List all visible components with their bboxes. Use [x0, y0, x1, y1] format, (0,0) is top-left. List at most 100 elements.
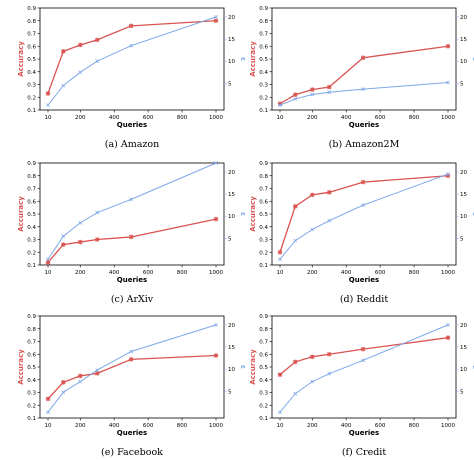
y-tick-label: 0.8 [27, 327, 36, 333]
y-tick-label: 0.9 [259, 6, 268, 12]
y-tick-label: 0.4 [259, 378, 268, 384]
y2-axis-label: ε [471, 212, 474, 216]
epsilon-point [129, 43, 134, 48]
y-tick-label: 0.5 [27, 365, 36, 371]
epsilon-point [327, 90, 332, 95]
x-tick-label: 200 [307, 115, 318, 121]
y-axis-label: Accuracy [249, 196, 257, 232]
x-axis-label: Queries [349, 121, 379, 129]
y2-tick-label: 15 [228, 345, 235, 351]
y-tick-label: 0.7 [259, 32, 268, 38]
x-tick-label: 400 [341, 423, 352, 429]
panel-caption: (e) Facebook [101, 447, 163, 458]
epsilon-point [446, 172, 450, 176]
y2-axis-label: ε [239, 365, 247, 369]
y-tick-label: 0.5 [259, 365, 268, 371]
x-axis-label: Queries [349, 276, 379, 284]
y2-tick-label: 20 [460, 323, 467, 329]
accuracy-point [309, 192, 315, 198]
x-tick-label: 1000 [209, 115, 223, 121]
y2-tick-label: 10 [460, 367, 467, 373]
y2-tick-label: 10 [460, 214, 467, 220]
plot-frame [39, 162, 225, 266]
y-tick-label: 0.2 [27, 403, 36, 409]
y-tick-label: 0.9 [259, 314, 268, 320]
y-axis-label: Accuracy [17, 41, 25, 77]
y-tick-label: 0.2 [27, 250, 36, 256]
x-tick-label: 10 [277, 270, 284, 276]
x-axis-label: Queries [117, 429, 147, 437]
accuracy-line [279, 175, 449, 253]
chart-panel: 0.1 0.2 0.3 0.4 0.5 0.6 0.7 0.8 0.9 5 10 15 20 10 200 4… [17, 314, 247, 458]
epsilon-point [327, 371, 332, 376]
accuracy-point [309, 87, 315, 92]
epsilon-point [46, 257, 50, 262]
x-tick-label: 600 [375, 115, 386, 121]
y-tick-label: 0.3 [27, 238, 36, 244]
y-tick-label: 0.8 [259, 174, 268, 180]
epsilon-point [278, 410, 282, 415]
accuracy-point [213, 18, 219, 24]
accuracy-point [213, 353, 219, 358]
y2-tick-label: 15 [460, 345, 467, 351]
x-tick-label: 800 [177, 270, 188, 276]
epsilon-point [95, 210, 100, 215]
epsilon-point [61, 83, 66, 88]
x-axis-label: Queries [349, 429, 379, 437]
chart-panel: 0.1 0.2 0.3 0.4 0.5 0.6 0.7 0.8 0.9 5 10 15 20 10 200 4… [249, 6, 474, 150]
accuracy-point [94, 371, 100, 376]
y-tick-label: 0.4 [27, 225, 36, 231]
y-tick-label: 0.9 [27, 314, 36, 320]
accuracy-line [47, 20, 217, 94]
x-tick-label: 600 [375, 423, 386, 429]
accuracy-point [45, 260, 51, 265]
y-tick-label: 0.7 [259, 187, 268, 193]
epsilon-point [214, 322, 218, 327]
y2-axis-label: ε [239, 212, 247, 216]
epsilon-point [361, 203, 366, 208]
epsilon-point [446, 80, 450, 85]
chart-panel: 0.1 0.2 0.3 0.4 0.5 0.6 0.7 0.8 0.9 5 10 15 20 10 200 4… [249, 314, 474, 458]
y-tick-label: 0.3 [259, 83, 268, 89]
y2-tick-label: 20 [460, 170, 467, 176]
epsilon-line [279, 324, 449, 413]
epsilon-line [47, 324, 217, 413]
y-tick-label: 0.2 [259, 403, 268, 409]
epsilon-point [129, 349, 134, 354]
y-tick-label: 0.6 [27, 44, 36, 50]
y-tick-label: 0.5 [27, 57, 36, 63]
y-tick-label: 0.3 [27, 391, 36, 397]
y-tick-label: 0.3 [27, 83, 36, 89]
y-tick-label: 0.4 [259, 225, 268, 231]
y2-tick-label: 10 [460, 59, 467, 65]
epsilon-point [78, 70, 83, 75]
panel-caption: (d) Reddit [340, 294, 388, 305]
panel-caption: (f) Credit [342, 447, 387, 458]
y-tick-label: 0.2 [27, 95, 36, 101]
epsilon-point [46, 103, 50, 108]
x-tick-label: 10 [45, 115, 52, 121]
x-tick-label: 400 [109, 423, 120, 429]
x-tick-label: 800 [409, 270, 420, 276]
y-tick-label: 0.1 [259, 416, 268, 422]
x-tick-label: 10 [277, 423, 284, 429]
epsilon-point [361, 87, 366, 92]
y2-tick-label: 5 [228, 81, 232, 87]
accuracy-line [47, 354, 217, 400]
accuracy-point [326, 190, 332, 195]
y2-tick-label: 10 [228, 367, 235, 373]
y2-tick-label: 15 [228, 37, 235, 43]
x-tick-label: 400 [109, 270, 120, 276]
y-tick-label: 0.6 [27, 199, 36, 205]
y-tick-label: 0.1 [27, 108, 36, 114]
y2-tick-label: 5 [460, 81, 464, 87]
epsilon-point [278, 103, 282, 108]
y-tick-label: 0.7 [259, 340, 268, 346]
y-tick-label: 0.9 [27, 161, 36, 167]
y2-tick-label: 20 [228, 170, 235, 176]
accuracy-line [279, 337, 449, 376]
y-tick-label: 0.7 [27, 187, 36, 193]
accuracy-point [128, 23, 134, 29]
x-tick-label: 1000 [441, 423, 455, 429]
